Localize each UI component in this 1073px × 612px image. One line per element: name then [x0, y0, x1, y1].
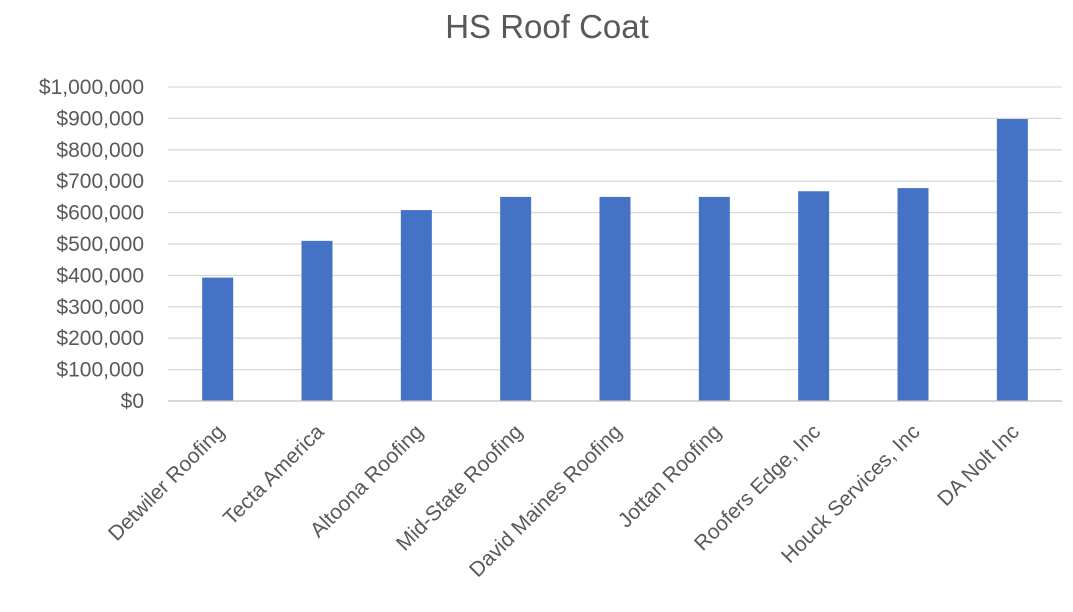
bar	[599, 196, 631, 401]
y-tick-label: $100,000	[56, 359, 144, 382]
bar	[897, 188, 929, 401]
y-tick-label: $300,000	[56, 296, 144, 319]
y-tick-label: $800,000	[56, 139, 144, 162]
bar	[500, 196, 532, 401]
bar	[301, 240, 333, 401]
y-tick-label: $0	[121, 390, 144, 413]
bars	[202, 119, 1028, 401]
y-tick-label: $600,000	[56, 202, 144, 225]
y-tick-label: $700,000	[56, 170, 144, 193]
y-tick-label: $900,000	[56, 107, 144, 130]
x-tick-label: Detwiler Roofing	[104, 420, 229, 545]
bar	[798, 191, 830, 401]
x-tick-label: Jottan Roofing	[614, 420, 726, 532]
y-tick-label: $400,000	[56, 264, 144, 287]
x-tick-label: Tecta America	[219, 420, 329, 530]
bar	[202, 277, 234, 401]
y-tick-label: $200,000	[56, 327, 144, 350]
bar	[400, 210, 432, 401]
y-tick-label: $500,000	[56, 233, 144, 256]
bar	[698, 196, 730, 401]
chart-title: HS Roof Coat	[445, 8, 649, 45]
y-tick-label: $1,000,000	[39, 76, 144, 99]
bar	[996, 119, 1028, 401]
x-tick-label: DA Nolt Inc	[933, 420, 1024, 511]
y-axis-tick-labels: $0 $100,000 $200,000 $300,000 $400,000 $500,0…	[39, 76, 144, 413]
